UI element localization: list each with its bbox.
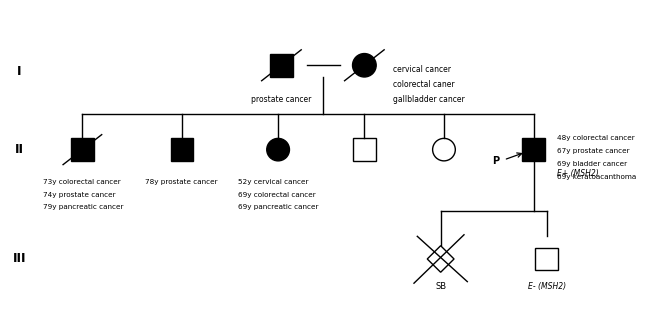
Text: 69y pancreatic cancer: 69y pancreatic cancer <box>238 204 319 210</box>
Text: II: II <box>15 143 24 156</box>
Text: prostate cancer: prostate cancer <box>252 95 312 104</box>
Text: I: I <box>17 65 21 78</box>
Bar <box>535 248 558 270</box>
Text: 69y bladder cancer: 69y bladder cancer <box>557 161 627 167</box>
Text: 69y keratoacanthoma: 69y keratoacanthoma <box>557 174 636 180</box>
Text: SB: SB <box>435 282 446 291</box>
Text: 67y prostate cancer: 67y prostate cancer <box>557 148 630 154</box>
Text: 78y prostate cancer: 78y prostate cancer <box>145 179 218 185</box>
Bar <box>171 138 193 161</box>
Ellipse shape <box>267 138 290 161</box>
Text: E+ (MSH2): E+ (MSH2) <box>557 169 599 178</box>
Bar <box>270 53 293 77</box>
Bar <box>522 138 545 161</box>
Text: 52y cervical cancer: 52y cervical cancer <box>238 179 309 185</box>
Text: 73y colorectal cancer: 73y colorectal cancer <box>43 179 120 185</box>
Ellipse shape <box>353 53 376 77</box>
Bar <box>71 138 94 161</box>
Text: cervical cancer: cervical cancer <box>393 65 451 74</box>
Bar <box>353 138 376 161</box>
Text: 69y colorectal cancer: 69y colorectal cancer <box>238 192 316 198</box>
Text: colorectal caner: colorectal caner <box>393 80 454 89</box>
Text: gallbladder cancer: gallbladder cancer <box>393 95 465 104</box>
Text: 79y pancreatic cancer: 79y pancreatic cancer <box>43 204 123 210</box>
Text: 48y colorectal cancer: 48y colorectal cancer <box>557 135 634 141</box>
Text: III: III <box>13 252 26 266</box>
Text: E- (MSH2): E- (MSH2) <box>528 282 566 291</box>
Text: 74y prostate cancer: 74y prostate cancer <box>43 192 115 198</box>
Text: P: P <box>492 156 499 166</box>
